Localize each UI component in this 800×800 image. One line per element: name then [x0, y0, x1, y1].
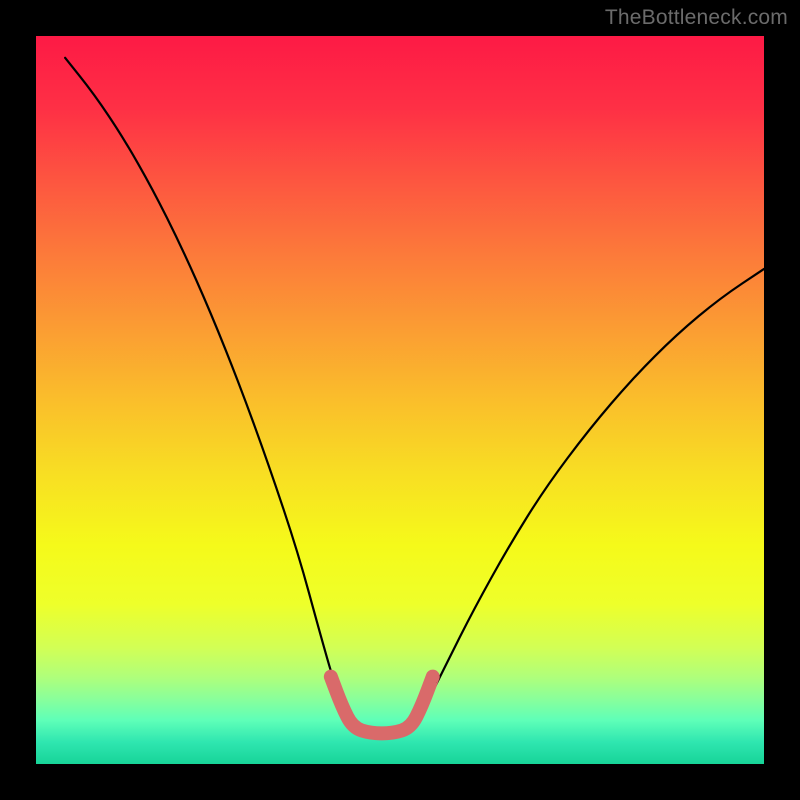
- plot-area: [36, 36, 764, 764]
- watermark-text: TheBottleneck.com: [605, 6, 788, 30]
- chart-stage: TheBottleneck.com: [0, 0, 800, 800]
- bottleneck-chart: [0, 0, 800, 800]
